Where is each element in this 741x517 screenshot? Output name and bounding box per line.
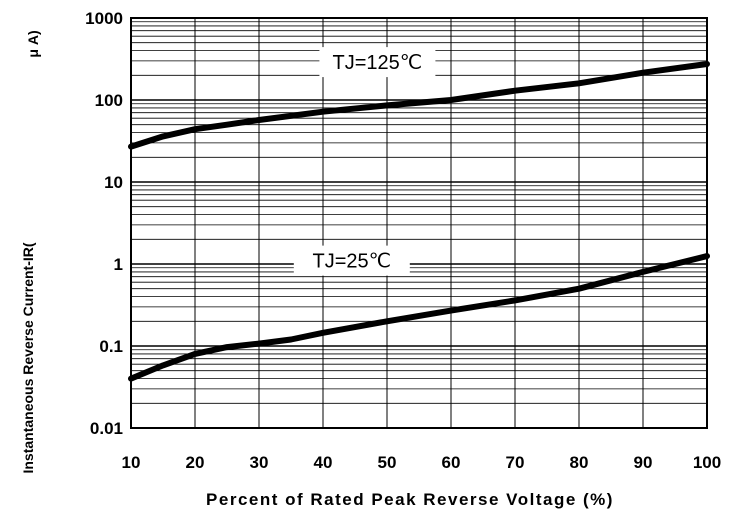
grid xyxy=(131,18,707,428)
x-tick-label: 60 xyxy=(442,453,461,472)
series-label-background xyxy=(293,245,410,276)
x-tick-label: 10 xyxy=(122,453,141,472)
x-tick-label: 30 xyxy=(250,453,269,472)
series-line-1 xyxy=(128,61,710,150)
x-tick-label: 70 xyxy=(506,453,525,472)
y-tick-labels: 0.01 0.1 1 10 100 1000 xyxy=(85,9,123,438)
plot-frame xyxy=(130,17,708,429)
y-tick-label: 100 xyxy=(95,91,123,110)
series-label-2: TJ=25℃ xyxy=(312,251,391,273)
y-axis-label: Instantaneous Reverse Current-IR( xyxy=(20,242,36,473)
y-tick-label: 0.01 xyxy=(90,419,123,438)
series-lines xyxy=(128,61,710,382)
series-line-2 xyxy=(128,253,710,382)
x-tick-label: 50 xyxy=(378,453,397,472)
y-axis-unit-label: μ A) xyxy=(25,30,41,57)
series-label-background xyxy=(319,47,436,78)
x-tick-label: 100 xyxy=(693,453,721,472)
x-axis-label: Percent of Rated Peak Reverse Voltage (%… xyxy=(206,490,614,509)
series-label-1: TJ=125℃ xyxy=(333,52,423,74)
y-tick-label: 0.1 xyxy=(99,337,123,356)
annotation-boxes: TJ=125℃ TJ=25℃ xyxy=(293,47,436,276)
x-tick-label: 80 xyxy=(570,453,589,472)
y-tick-label: 1 xyxy=(114,255,123,274)
x-tick-label: 40 xyxy=(314,453,333,472)
y-tick-label: 1000 xyxy=(85,9,123,28)
x-tick-label: 20 xyxy=(186,453,205,472)
y-tick-label: 10 xyxy=(104,173,123,192)
x-tick-label: 90 xyxy=(634,453,653,472)
x-tick-labels: 10 20 30 40 50 60 70 80 90 100 xyxy=(122,453,722,472)
